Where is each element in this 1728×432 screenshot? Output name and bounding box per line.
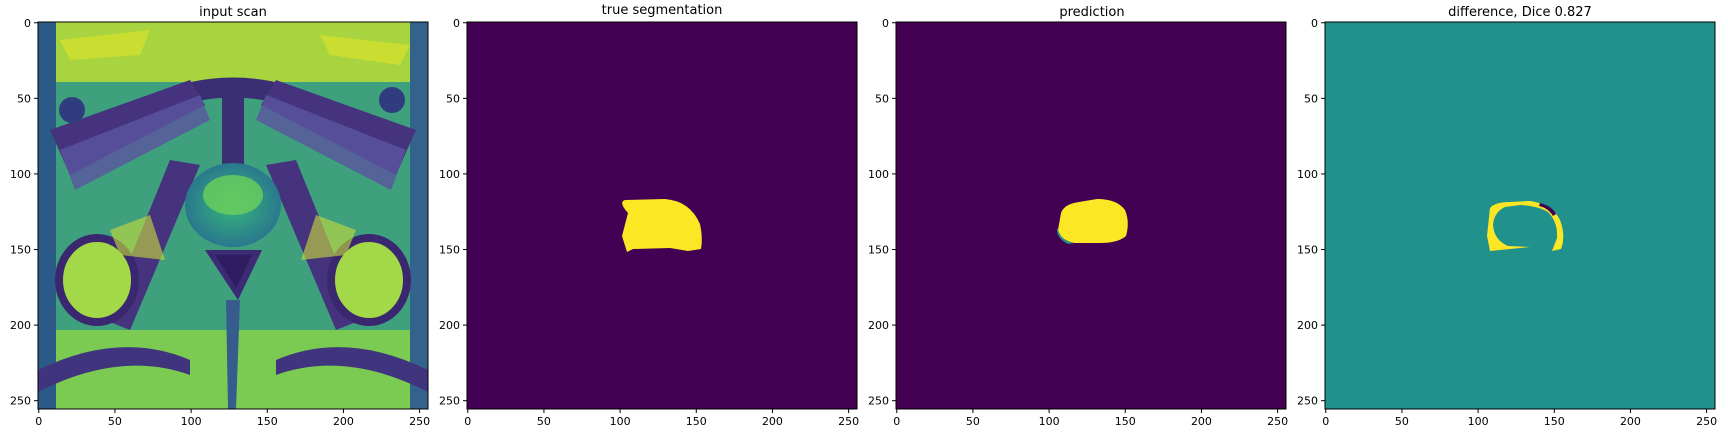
y-tick-label: 100 [10, 168, 31, 181]
y-tick-label: 150 [10, 244, 31, 257]
panel-title: true segmentation [602, 3, 723, 18]
panel-true-segmentation: true segmentation 0 50 100 150 200 250 0 50 100 1… [439, 3, 859, 428]
x-tick-label: 200 [762, 415, 783, 428]
x-tick-label: 50 [966, 415, 980, 428]
true-mask-region [622, 199, 702, 252]
mri-scan-image [38, 22, 428, 409]
predicted-mask-region [1058, 199, 1128, 243]
y-tick-label: 200 [1297, 319, 1318, 332]
x-tick-label: 250 [1696, 415, 1717, 428]
axes-frame [37, 21, 429, 410]
axes-frame [466, 21, 858, 410]
y-tick-label: 250 [1297, 395, 1318, 408]
panel-prediction: prediction 0 50 100 150 200 250 0 50 100 150 200 25… [868, 5, 1288, 428]
y-tick-label: 100 [868, 168, 889, 181]
false-positive-region [1539, 203, 1556, 216]
x-tick-label: 100 [1468, 415, 1489, 428]
x-tick-label: 100 [181, 415, 202, 428]
y-tick-label: 200 [868, 319, 889, 332]
x-tick-label: 150 [257, 415, 278, 428]
y-tick-label: 250 [10, 395, 31, 408]
panel-title: difference, Dice 0.827 [1448, 5, 1592, 20]
y-tick-label: 150 [868, 244, 889, 257]
x-tick-label: 0 [35, 415, 42, 428]
x-tick-label: 250 [838, 415, 859, 428]
panel-title: prediction [1059, 5, 1124, 20]
x-tick-label: 250 [409, 415, 430, 428]
panel-difference: difference, Dice 0.827 0 50 100 150 200 250 0 5… [1297, 5, 1717, 428]
y-tick-label: 100 [1297, 168, 1318, 181]
x-tick-label: 150 [1544, 415, 1565, 428]
y-tick-label: 200 [439, 319, 460, 332]
x-tick-label: 50 [537, 415, 551, 428]
y-tick-label: 250 [868, 395, 889, 408]
x-tick-label: 150 [1115, 415, 1136, 428]
axes-frame [895, 21, 1287, 410]
x-tick-label: 250 [1267, 415, 1288, 428]
x-tick-label: 0 [464, 415, 471, 428]
y-tick-label: 0 [24, 17, 31, 30]
x-tick-label: 50 [1395, 415, 1409, 428]
y-tick-label: 50 [17, 92, 31, 105]
y-tick-label: 200 [10, 319, 31, 332]
x-tick-label: 100 [1039, 415, 1060, 428]
x-tick-label: 0 [893, 415, 900, 428]
x-tick-label: 150 [686, 415, 707, 428]
y-tick-label: 50 [446, 92, 460, 105]
y-tick-label: 150 [439, 244, 460, 257]
panel-title: input scan [199, 5, 267, 20]
false-negative-region [1487, 201, 1564, 251]
difference-background [1325, 22, 1715, 409]
x-tick-label: 100 [610, 415, 631, 428]
x-tick-label: 200 [1620, 415, 1641, 428]
x-tick-label: 200 [1191, 415, 1212, 428]
x-tick-label: 200 [333, 415, 354, 428]
axes-frame [1324, 21, 1716, 410]
y-tick-label: 50 [1304, 92, 1318, 105]
panel-input-scan: input scan [10, 5, 430, 428]
y-tick-label: 0 [882, 17, 889, 30]
x-tick-label: 0 [1322, 415, 1329, 428]
y-tick-label: 0 [1311, 17, 1318, 30]
y-tick-label: 150 [1297, 244, 1318, 257]
y-tick-label: 100 [439, 168, 460, 181]
y-tick-label: 0 [453, 17, 460, 30]
y-tick-label: 50 [875, 92, 889, 105]
x-tick-label: 50 [108, 415, 122, 428]
y-tick-label: 250 [439, 395, 460, 408]
